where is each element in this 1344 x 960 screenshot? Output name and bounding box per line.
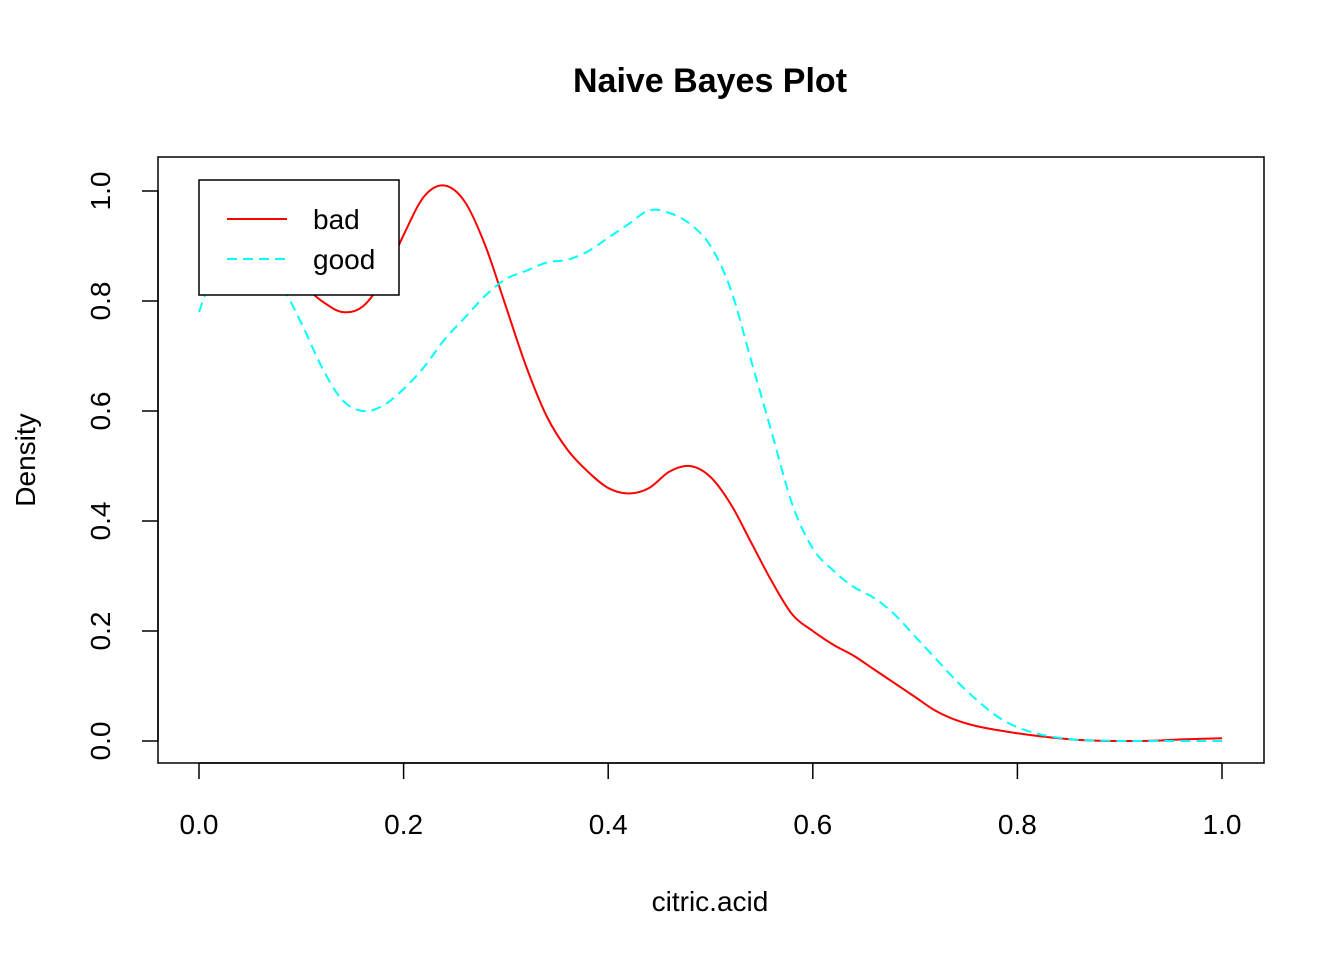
legend: bad good — [198, 179, 400, 296]
legend-label-good: good — [313, 244, 375, 275]
series-line-bad — [198, 184, 1223, 743]
x-axis-title: citric.acid — [652, 886, 769, 917]
x-axis: 0.0 0.2 0.4 0.6 0.8 1.0 — [180, 762, 1242, 840]
legend-label-bad: bad — [313, 204, 360, 235]
y-axis: 0.0 0.2 0.4 0.6 0.8 1.0 — [85, 172, 159, 761]
x-tick-label: 0.8 — [998, 809, 1037, 840]
y-tick-label: 0.4 — [85, 502, 116, 541]
chart-title: Naive Bayes Plot — [573, 62, 847, 100]
x-tick-label: 0.0 — [180, 809, 219, 840]
x-tick-label: 0.2 — [384, 809, 423, 840]
y-tick-label: 0.6 — [85, 392, 116, 431]
y-tick-label: 0.0 — [85, 722, 116, 761]
y-tick-label: 0.2 — [85, 612, 116, 651]
x-tick-label: 1.0 — [1203, 809, 1242, 840]
x-tick-label: 0.6 — [793, 809, 832, 840]
y-tick-label: 0.8 — [85, 282, 116, 321]
series-layer — [198, 184, 1223, 743]
y-tick-label: 1.0 — [85, 172, 116, 211]
series-line-good — [198, 208, 1222, 743]
y-axis-title: Density — [10, 413, 41, 506]
x-tick-label: 0.4 — [589, 809, 628, 840]
legend-box — [198, 179, 400, 296]
